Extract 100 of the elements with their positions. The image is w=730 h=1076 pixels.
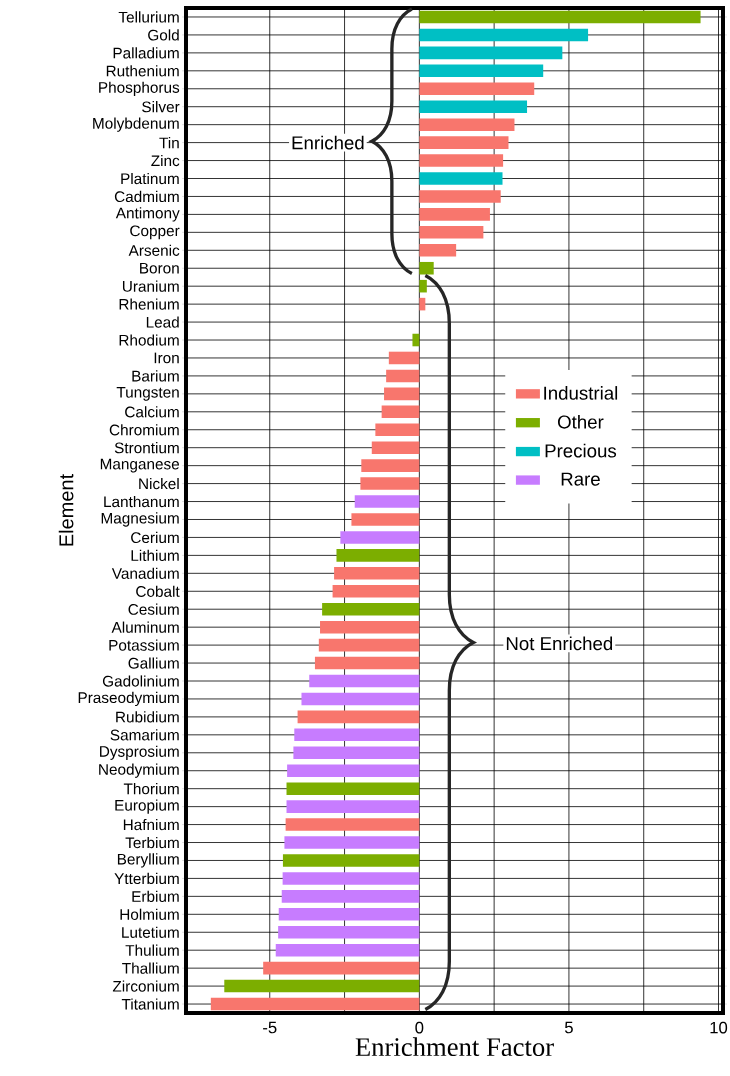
y-tick-label: Neodymium <box>99 763 179 778</box>
y-tick-label: Rubidium <box>116 711 179 723</box>
bar <box>419 136 509 149</box>
bar <box>419 10 701 24</box>
bar <box>285 818 420 831</box>
y-tick-label: Platinum <box>121 172 179 185</box>
y-tick-label: Tellurium <box>118 11 179 23</box>
bar <box>419 190 501 203</box>
bar <box>334 567 420 580</box>
y-tick-label: Boron <box>140 262 179 274</box>
bar <box>381 405 420 419</box>
y-tick-label: Iron <box>154 352 179 364</box>
bar <box>282 872 420 885</box>
bar <box>281 890 420 903</box>
y-tick-label: Aluminum <box>111 621 179 633</box>
y-tick-label: Silver <box>142 101 180 113</box>
y-tick-label: Ytterbium <box>114 872 179 885</box>
x-tick-label: -5 <box>263 1021 277 1034</box>
y-tick-label: Cobalt <box>136 585 180 597</box>
y-tick-label: Titanium <box>121 998 179 1010</box>
bar <box>412 333 420 347</box>
bar <box>275 943 420 957</box>
annotation: Not Enriched <box>506 636 613 651</box>
y-tick-label: Dysprosium <box>100 745 179 760</box>
bar <box>309 674 420 688</box>
bar <box>419 46 563 60</box>
y-tick-label: Chromium <box>109 424 179 436</box>
y-tick-label: Lutetium <box>122 926 179 938</box>
y-tick-label: Lead <box>146 316 179 328</box>
y-tick-label: Lanthanum <box>104 495 179 508</box>
y-tick-label: Zinc <box>151 154 180 167</box>
bar <box>282 854 420 867</box>
x-axis-title: Enrichment Factor <box>355 1037 554 1057</box>
bar <box>336 549 420 562</box>
y-tick-label: Europium <box>115 799 179 814</box>
bar <box>284 836 420 849</box>
bar <box>419 64 544 78</box>
y-tick-label: Uranium <box>122 280 179 292</box>
y-tick-label: Cerium <box>131 531 179 544</box>
y-tick-label: Thorium <box>123 783 179 795</box>
bar <box>263 961 420 975</box>
y-tick-label: Rhenium <box>119 298 179 310</box>
y-tick-label: Holmium <box>120 908 179 920</box>
bar <box>419 118 515 131</box>
y-tick-label: Gallium <box>128 657 179 669</box>
y-tick-label: Manganese <box>100 458 180 473</box>
y-tick-label: Nickel <box>139 477 179 490</box>
legend-label: Precious <box>545 443 617 458</box>
bar <box>278 925 420 939</box>
bar <box>210 997 420 1011</box>
bar <box>419 28 589 42</box>
y-axis-title: Element <box>58 473 74 546</box>
bar <box>419 172 503 185</box>
y-tick-label: Erbium <box>132 890 179 902</box>
bar <box>314 656 420 670</box>
y-tick-label: Samarium <box>110 729 179 741</box>
bar <box>371 441 420 454</box>
y-tick-label: Cadmium <box>114 190 179 203</box>
bar <box>375 423 420 437</box>
bar <box>419 279 427 293</box>
y-tick-label: Palladium <box>113 47 179 59</box>
x-tick-label: 10 <box>710 1021 728 1034</box>
bar <box>419 226 484 239</box>
y-tick-label: Phosphorus <box>99 81 180 96</box>
bar <box>278 908 420 921</box>
annotation: Enriched <box>292 135 364 150</box>
bar <box>351 513 420 526</box>
bar <box>419 82 535 96</box>
bar <box>332 584 420 598</box>
bar <box>354 495 420 508</box>
bar <box>301 692 420 706</box>
y-tick-label: Lithium <box>131 549 179 561</box>
y-tick-label: Thallium <box>122 962 179 974</box>
y-tick-label: Vanadium <box>111 567 179 579</box>
bar <box>318 638 420 652</box>
bar <box>286 800 420 813</box>
bar <box>293 746 420 760</box>
bar <box>297 710 420 724</box>
bar <box>361 459 420 472</box>
x-tick-label: 0 <box>415 1021 424 1034</box>
y-tick-label: Molybdenum <box>93 117 179 132</box>
y-tick-label: Barium <box>132 370 179 382</box>
y-tick-label: Arsenic <box>128 244 180 256</box>
y-tick-label: Beryllium <box>117 853 179 868</box>
bar <box>322 602 420 616</box>
y-tick-label: Cesium <box>128 603 179 615</box>
bar <box>360 477 420 490</box>
bar <box>286 782 420 795</box>
bar <box>294 728 420 742</box>
bar <box>419 154 504 167</box>
bar <box>388 351 420 365</box>
bar <box>419 297 426 311</box>
y-tick-label: Ruthenium <box>106 65 179 77</box>
bar <box>340 531 420 544</box>
y-tick-label: Magnesium <box>101 512 179 527</box>
y-tick-label: Calcium <box>125 406 179 418</box>
y-tick-label: Thulium <box>125 944 179 956</box>
y-tick-label: Potassium <box>109 639 179 651</box>
y-tick-label: Rhodium <box>119 334 179 346</box>
bar <box>419 100 528 113</box>
